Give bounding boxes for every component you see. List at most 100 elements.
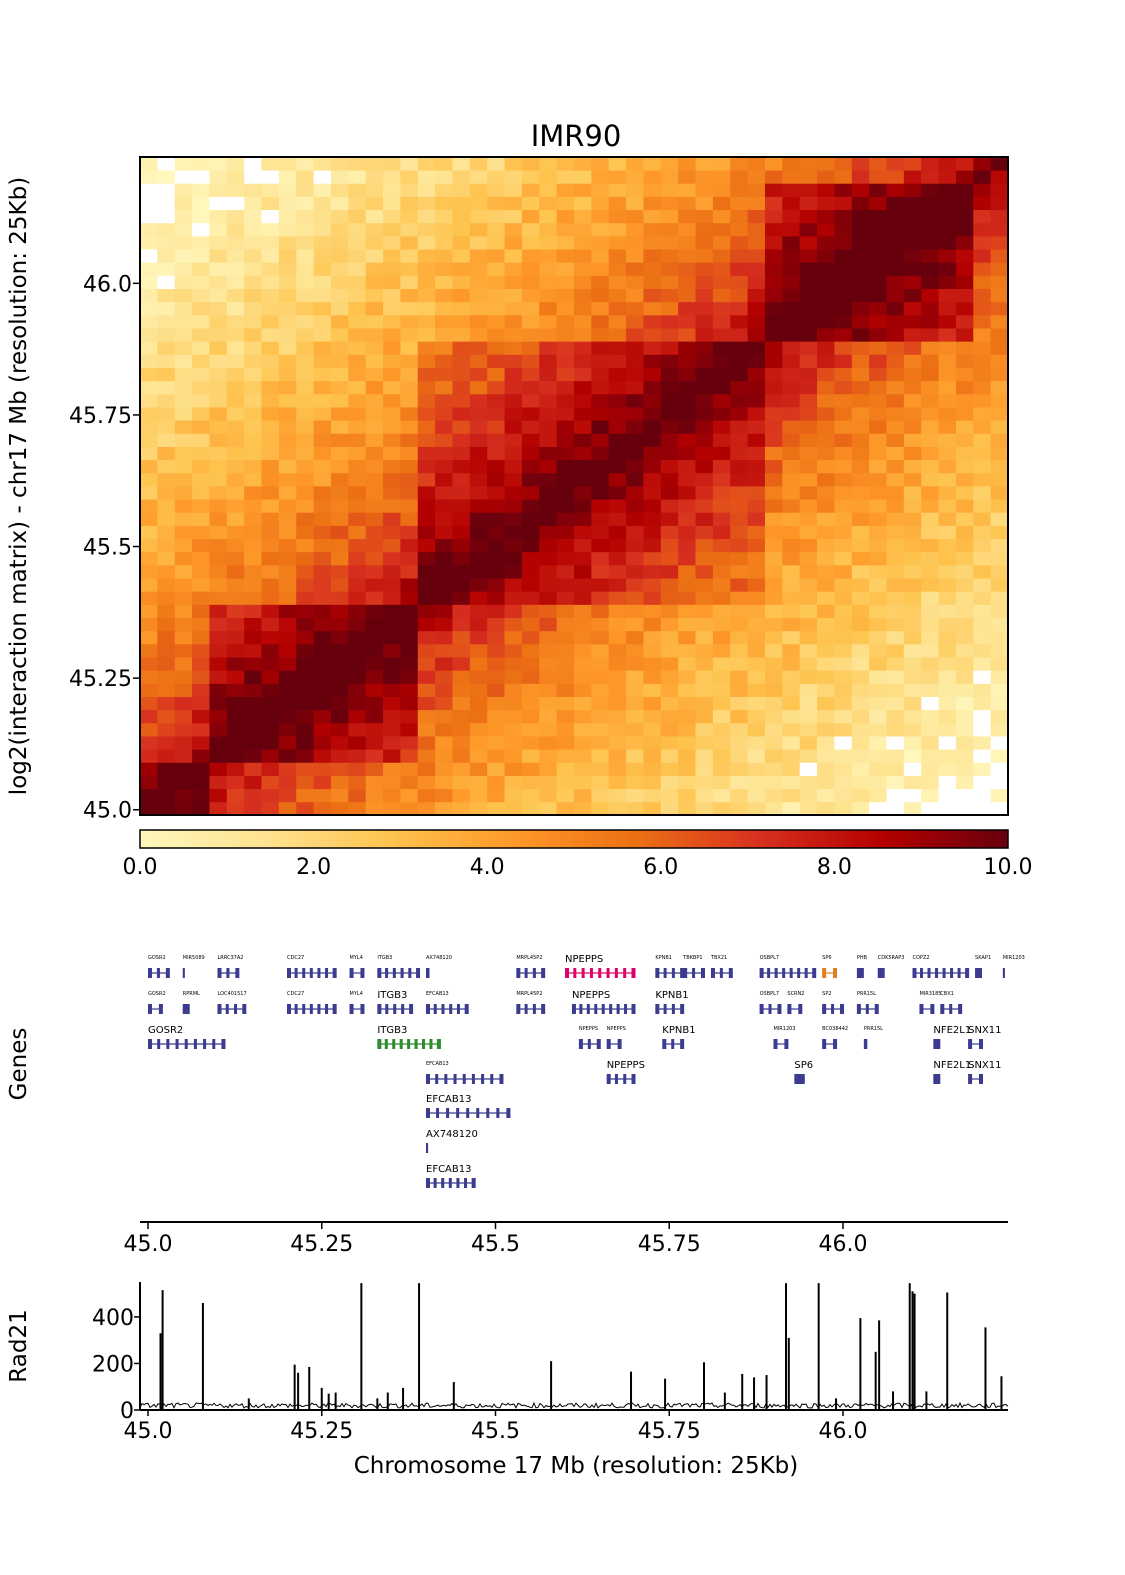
heatmap-cell — [730, 301, 748, 316]
heatmap-cell — [799, 486, 818, 500]
heatmap-cell — [330, 525, 349, 540]
gene-efcab13: EFCAB13 — [426, 1061, 504, 1084]
heatmap-cell — [574, 551, 592, 566]
heatmap-cell — [799, 235, 818, 250]
heatmap-cell — [782, 157, 801, 171]
heatmap-cell — [469, 433, 488, 447]
heatmap-cell — [157, 222, 176, 237]
heatmap-cell — [799, 525, 818, 540]
heatmap-cell — [383, 617, 401, 632]
heatmap-cell — [469, 209, 488, 224]
heatmap-cell — [938, 380, 957, 395]
heatmap-cell — [226, 657, 245, 671]
heatmap-cell — [799, 630, 818, 645]
heatmap-cell — [261, 459, 280, 474]
heatmap-cell — [261, 788, 280, 803]
heatmap-cell — [574, 183, 592, 197]
heatmap-cell — [938, 459, 957, 474]
gene-exon — [804, 968, 808, 978]
heatmap-cell — [782, 736, 801, 750]
heatmap-cell — [712, 564, 731, 579]
heatmap-cell — [330, 459, 349, 474]
heatmap-cell — [278, 486, 297, 500]
heatmap-cell — [174, 459, 193, 474]
heatmap-cell — [174, 380, 193, 395]
gene-cdc27: CDC27 — [287, 955, 337, 978]
heatmap-cell — [209, 235, 228, 250]
heatmap-cell — [400, 222, 419, 237]
heatmap-cell — [712, 433, 731, 447]
heatmap-cell — [886, 538, 905, 553]
heatmap-cell — [851, 157, 870, 171]
gene-exon — [833, 1039, 838, 1049]
heatmap-cell — [521, 341, 540, 355]
heatmap-cell — [383, 275, 401, 289]
heatmap-cell — [417, 446, 436, 461]
heatmap-cell — [678, 709, 696, 724]
gene-exon — [242, 1004, 247, 1014]
heatmap-cell — [521, 801, 540, 816]
heatmap-cell — [764, 262, 783, 276]
gene-exon — [349, 1004, 354, 1014]
heatmap-cell — [556, 222, 575, 237]
heatmap-cell — [764, 275, 783, 289]
gene-myl4: MYL4 — [349, 991, 365, 1014]
heatmap-cell — [226, 314, 245, 329]
heatmap-cell — [695, 709, 714, 724]
heatmap-cell — [157, 235, 176, 250]
heatmap-cell — [244, 367, 262, 382]
gene-exon — [863, 1039, 868, 1049]
heatmap-cell — [747, 249, 766, 263]
heatmap-cell — [140, 393, 158, 408]
heatmap-cell — [521, 183, 540, 197]
heatmap-cell — [556, 538, 575, 553]
heatmap-cell — [921, 617, 939, 632]
heatmap-cell — [817, 775, 835, 790]
heatmap-cell — [747, 170, 766, 184]
heatmap-cell — [817, 196, 835, 211]
heatmap-cell — [990, 670, 1009, 684]
gene-npepps: NPEPPS — [578, 1026, 601, 1049]
heatmap-cell — [226, 183, 245, 197]
heatmap-cell — [903, 512, 922, 526]
heatmap-cell — [313, 183, 332, 197]
heatmap-cell — [678, 538, 696, 553]
heatmap-cell — [990, 643, 1009, 658]
heatmap-cell — [278, 328, 297, 342]
heatmap-cell — [990, 407, 1009, 421]
heatmap-cell — [764, 525, 783, 540]
heatmap-cell — [660, 407, 679, 421]
gene-exon — [317, 1004, 321, 1014]
heatmap-cell — [556, 354, 575, 368]
heatmap-cell — [435, 709, 453, 724]
heatmap-cell — [730, 762, 748, 776]
heatmap-cell — [903, 525, 922, 540]
heatmap-cell — [244, 249, 262, 263]
heatmap-cell — [764, 604, 783, 618]
heatmap-cell — [626, 459, 644, 474]
heatmap-cell — [660, 683, 679, 697]
heatmap-cell — [712, 314, 731, 329]
heatmap-cell — [817, 709, 835, 724]
heatmap-cell — [660, 657, 679, 671]
heatmap-cell — [973, 157, 992, 171]
heatmap-cell — [973, 433, 992, 447]
gene-exon — [349, 968, 354, 978]
heatmap-cell — [226, 696, 245, 711]
heatmap-cell — [608, 354, 627, 368]
gene-exon — [617, 1039, 622, 1049]
heatmap-cell — [296, 420, 314, 434]
gene-myl4: MYL4 — [349, 955, 365, 978]
heatmap-cell — [574, 617, 592, 632]
heatmap-cell — [817, 578, 835, 592]
heatmap-cell — [903, 801, 922, 816]
heatmap-cell — [209, 341, 228, 355]
heatmap-cell — [886, 683, 905, 697]
heatmap-cell — [226, 486, 245, 500]
heatmap-cell — [973, 196, 992, 211]
heatmap-cell — [209, 393, 228, 408]
heatmap-cell — [886, 262, 905, 276]
heatmap-cell — [869, 709, 887, 724]
heatmap-cell — [660, 183, 679, 197]
